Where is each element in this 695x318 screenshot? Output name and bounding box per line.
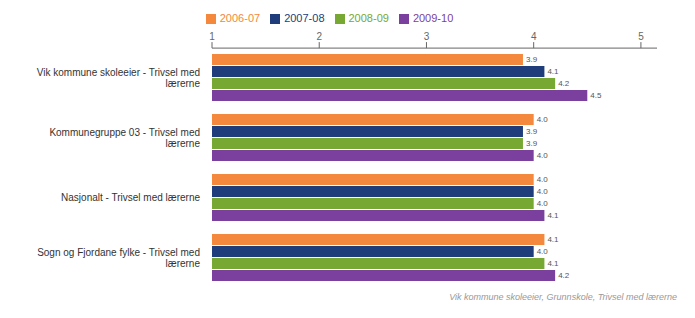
- svg-text:Kommunegruppe 03 - Trivsel med: Kommunegruppe 03 - Trivsel medlærerne: [49, 126, 200, 148]
- svg-text:4: 4: [531, 31, 537, 42]
- svg-text:5: 5: [638, 31, 644, 42]
- html-text:2007-08: 2007-08: [284, 12, 325, 24]
- svg-text:4.0: 4.0: [537, 247, 549, 256]
- html-text:2009-10: 2009-10: [412, 12, 454, 24]
- svg-text:4.1: 4.1: [547, 259, 559, 268]
- svg-text:Nasjonalt - Trivsel med lærern: Nasjonalt - Trivsel med lærerne: [61, 192, 200, 203]
- svg-text:4.1: 4.1: [547, 211, 559, 220]
- svg-text:4.1: 4.1: [547, 235, 559, 244]
- svg-text:4.5: 4.5: [590, 91, 602, 100]
- svg-text:4.1: 4.1: [547, 67, 559, 76]
- html-text:Vik kommune skoleeier, Grunnsk: Vik kommune skoleeier, Grunnskole, Trivs…: [449, 292, 677, 302]
- svg-text:4.2: 4.2: [558, 79, 570, 88]
- html-text:2008-09: 2008-09: [348, 12, 389, 24]
- svg-text:4.0: 4.0: [537, 187, 549, 196]
- svg-text:4.0: 4.0: [537, 151, 549, 160]
- svg-text:3.9: 3.9: [526, 55, 538, 64]
- svg-text:3.9: 3.9: [526, 139, 538, 148]
- svg-text:1: 1: [209, 31, 215, 42]
- svg-text:2: 2: [316, 31, 322, 42]
- svg-text:4.0: 4.0: [537, 175, 549, 184]
- svg-text:Sogn og Fjordane fylke - Trivs: Sogn og Fjordane fylke - Trivsel medlære…: [37, 246, 200, 268]
- html-text:2006-07: 2006-07: [219, 12, 261, 24]
- svg-text:3: 3: [424, 31, 430, 42]
- svg-text:4.0: 4.0: [537, 199, 549, 208]
- svg-text:3.9: 3.9: [526, 127, 538, 136]
- svg-text:4.2: 4.2: [558, 271, 570, 280]
- svg-text:4.0: 4.0: [537, 115, 549, 124]
- svg-text:Vik kommune skoleeier - Trivse: Vik kommune skoleeier - Trivsel medlærer…: [37, 66, 201, 88]
